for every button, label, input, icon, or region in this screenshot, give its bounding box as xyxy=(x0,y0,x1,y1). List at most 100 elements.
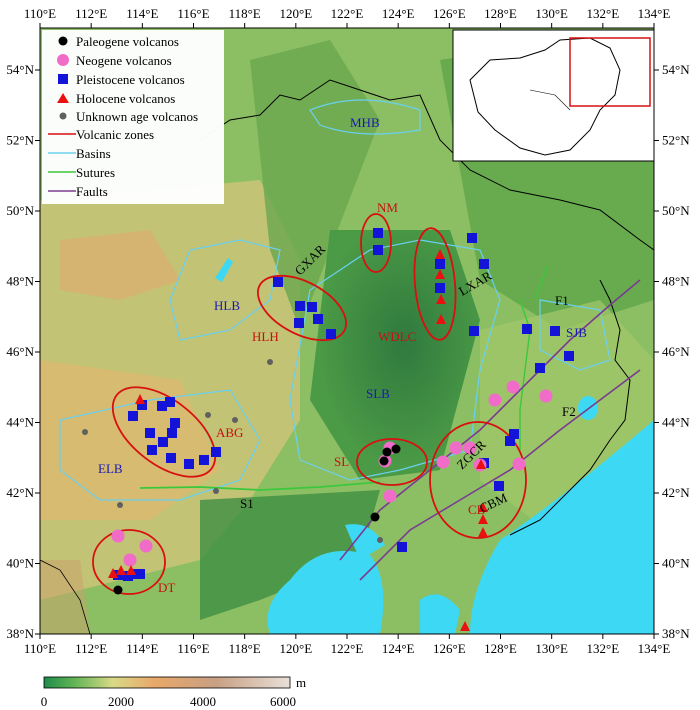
lon-tick-bottom: 112°E xyxy=(75,641,107,656)
basin-slb xyxy=(289,239,501,481)
neogene-volcano xyxy=(488,393,502,407)
lat-tick-left: 48°N xyxy=(6,274,34,289)
pleistocene-volcano xyxy=(522,324,532,334)
lat-tick-left: 46°N xyxy=(6,344,34,359)
label-dt: DT xyxy=(158,580,175,595)
pleistocene-volcano xyxy=(157,401,167,411)
lon-tick-top: 116°E xyxy=(177,6,209,21)
zone-hlh xyxy=(256,274,348,342)
unknown-volcano xyxy=(267,359,273,365)
pleistocene-volcano xyxy=(435,283,445,293)
holocene-volcano xyxy=(135,394,145,404)
lat-tick-left: 40°N xyxy=(6,556,34,571)
pleistocene-volcano xyxy=(535,363,545,373)
label-hlh: HLH xyxy=(252,329,279,344)
legend: Paleogene volcanos Neogene volcanos Plei… xyxy=(42,30,224,204)
pleistocene-volcano xyxy=(294,318,304,328)
pleistocene-volcano xyxy=(199,455,209,465)
colorbar-tick-3: 6000 xyxy=(270,694,296,709)
label-nm: NM xyxy=(377,200,398,215)
colorbar-tick-0: 0 xyxy=(41,694,48,709)
basin-hlb xyxy=(169,239,281,341)
holocene-volcano xyxy=(126,565,136,575)
paleogene-volcano xyxy=(113,585,123,595)
zone-nm xyxy=(360,213,392,273)
label-s1: S1 xyxy=(240,496,254,511)
neogene-volcano xyxy=(139,539,153,553)
legend-paleogene-icon xyxy=(58,36,68,46)
lon-tick-bottom: 126°E xyxy=(433,641,466,656)
pleistocene-volcano xyxy=(167,428,177,438)
suture-s1 xyxy=(139,481,381,491)
unknown-volcano xyxy=(377,537,383,543)
legend-holocene-icon xyxy=(57,93,69,103)
pleistocene-volcano xyxy=(373,228,383,238)
pleistocene-volcano xyxy=(166,453,176,463)
holocene-volcano xyxy=(435,249,445,259)
lat-tick-left: 52°N xyxy=(6,133,34,148)
label-sjb: SJB xyxy=(566,325,587,340)
unknown-volcano xyxy=(82,429,88,435)
label-f1: F1 xyxy=(555,293,569,308)
neogene-volcano xyxy=(506,380,520,394)
china-outline xyxy=(469,37,621,156)
pleistocene-volcano xyxy=(505,436,515,446)
lat-tick-left: 42°N xyxy=(6,485,34,500)
label-cb: CB xyxy=(468,502,486,517)
holocene-volcano xyxy=(435,269,445,279)
pleistocene-volcano xyxy=(494,481,504,491)
unknown-volcano xyxy=(213,488,219,494)
legend-basins: Basins xyxy=(76,146,111,161)
pleistocene-volcano xyxy=(273,277,283,287)
label-f2: F2 xyxy=(562,404,576,419)
colorbar-tick-2: 4000 xyxy=(190,694,216,709)
legend-zones: Volcanic zones xyxy=(76,127,154,142)
fault-f1 xyxy=(339,279,641,561)
neogene-volcano xyxy=(539,389,553,403)
legend-unknown-icon xyxy=(59,112,67,120)
pleistocene-volcano xyxy=(479,259,489,269)
basin-mhb xyxy=(309,99,421,135)
colorbar-unit: m xyxy=(296,675,306,690)
lat-tick-right: 40°N xyxy=(662,556,690,571)
legend-faults: Faults xyxy=(76,184,108,199)
neogene-volcano xyxy=(512,457,526,471)
volcanic-zones xyxy=(92,213,527,595)
label-wdlc: WDLC xyxy=(378,329,416,344)
bohai-sea xyxy=(267,550,384,634)
label-hlb: HLB xyxy=(214,298,240,313)
legend-holocene: Holocene volcanos xyxy=(76,91,175,106)
neogene-volcano xyxy=(436,455,450,469)
pleistocene-volcano xyxy=(469,326,479,336)
lon-tick-bottom: 134°E xyxy=(638,641,671,656)
legend-paleogene: Paleogene volcanos xyxy=(76,34,179,49)
legend-neogene-icon xyxy=(57,54,69,66)
lon-tick-bottom: 128°E xyxy=(484,641,517,656)
neogene-volcano xyxy=(111,529,125,543)
axes: 110°E 110°E 112°E 112°E 114°E 114°E 116°E 116°E… xyxy=(6,6,690,656)
lon-tick-top: 114°E xyxy=(126,6,158,21)
lon-tick-bottom: 122°E xyxy=(331,641,364,656)
paleogene-volcano xyxy=(382,447,392,457)
fault-f2 xyxy=(359,369,641,581)
pleistocene-volcano xyxy=(550,326,560,336)
zone-abg xyxy=(111,386,217,478)
holocene-volcano xyxy=(478,527,488,537)
lat-tick-left: 44°N xyxy=(6,415,34,430)
pleistocene-volcano xyxy=(128,411,138,421)
zone-lxar xyxy=(413,227,457,341)
lon-tick-bottom: 114°E xyxy=(126,641,158,656)
pleistocene-volcano xyxy=(135,569,145,579)
holocene-volcano xyxy=(460,621,470,631)
pleistocene-volcano xyxy=(313,314,323,324)
lon-tick-top: 130°E xyxy=(535,6,568,21)
unknown-volcano xyxy=(117,502,123,508)
pleistocene-volcano xyxy=(123,571,133,581)
lat-tick-right: 54°N xyxy=(662,62,690,77)
neogene-volcano xyxy=(123,553,137,567)
pleistocene-volcano xyxy=(170,418,180,428)
yellow-sea xyxy=(420,594,460,634)
lat-tick-right: 42°N xyxy=(662,485,690,500)
neogene-volcano xyxy=(463,441,477,455)
zone-dt xyxy=(92,529,166,595)
